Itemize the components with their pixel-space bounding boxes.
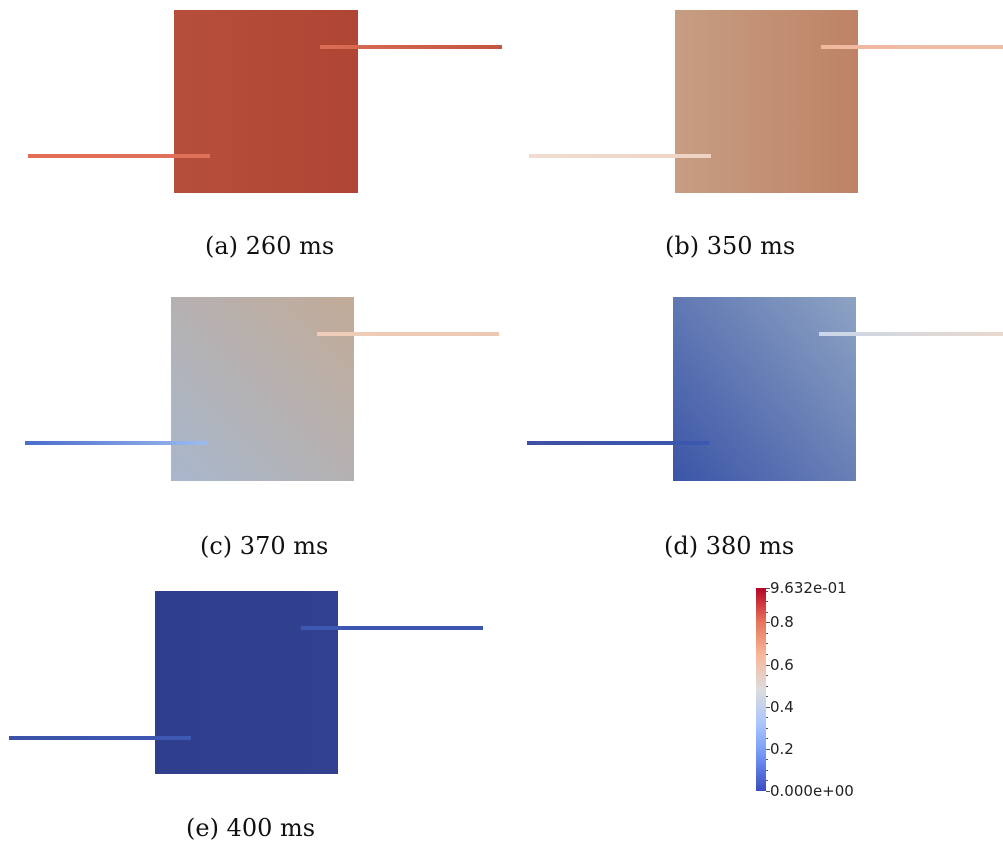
colorbar-minor-tick <box>766 727 768 729</box>
caption: (a) 260 ms <box>205 232 335 260</box>
colorbar-minor-tick <box>766 643 768 645</box>
field-square <box>174 10 358 193</box>
colorbar-tick <box>766 664 770 666</box>
colorbar-minor-tick <box>766 622 768 624</box>
left-line <box>529 154 711 158</box>
field-square <box>155 591 338 774</box>
colorbar-tick-label: 0.8 <box>770 613 794 632</box>
colorbar-tick <box>766 791 770 792</box>
colorbar-tick-label: 0.4 <box>770 697 794 716</box>
left-line <box>28 154 210 158</box>
right-line <box>819 332 1003 336</box>
colorbar-tick <box>766 706 770 708</box>
caption: (b) 350 ms <box>665 232 796 260</box>
field-square <box>673 297 856 481</box>
colorbar-minor-tick <box>766 696 768 698</box>
colorbar-minor-tick <box>766 759 768 761</box>
right-line <box>317 332 499 336</box>
colorbar-tick-label: 0.2 <box>770 739 794 758</box>
colorbar-minor-tick <box>766 706 768 708</box>
colorbar-minor-tick <box>766 590 768 592</box>
caption: (c) 370 ms <box>200 532 329 560</box>
colorbar-minor-tick <box>766 632 768 634</box>
colorbar-minor-tick <box>766 780 768 782</box>
left-line <box>25 441 207 445</box>
field-square <box>675 10 858 193</box>
colorbar-tick-label: 0.6 <box>770 655 794 674</box>
colorbar-tick <box>766 748 770 750</box>
caption: (e) 400 ms <box>186 814 316 842</box>
colorbar-tick-label: 9.632e-01 <box>770 579 847 597</box>
colorbar-minor-tick <box>766 685 768 687</box>
caption: (d) 380 ms <box>664 532 795 560</box>
left-line <box>527 441 709 445</box>
right-line <box>301 626 483 630</box>
colorbar-minor-tick <box>766 611 768 613</box>
right-line <box>320 45 502 49</box>
colorbar-minor-tick <box>766 664 768 666</box>
colorbar-minor-tick <box>766 738 768 740</box>
colorbar-minor-tick <box>766 675 768 677</box>
colorbar-minor-tick <box>766 654 768 655</box>
colorbar-tick <box>766 588 770 589</box>
colorbar-minor-tick <box>766 769 768 771</box>
colorbar-minor-tick <box>766 748 768 750</box>
colorbar-minor-tick <box>766 717 768 719</box>
colorbar <box>756 588 766 791</box>
colorbar-legend: 9.632e-01 0.8 0.6 0.4 0.2 0.000e+00 <box>756 581 916 800</box>
field-square <box>171 297 354 481</box>
colorbar-tick-label: 0.000e+00 <box>770 782 854 800</box>
right-line <box>821 45 1003 49</box>
left-line <box>9 736 191 740</box>
colorbar-minor-tick <box>766 601 768 603</box>
colorbar-tick <box>766 622 770 624</box>
